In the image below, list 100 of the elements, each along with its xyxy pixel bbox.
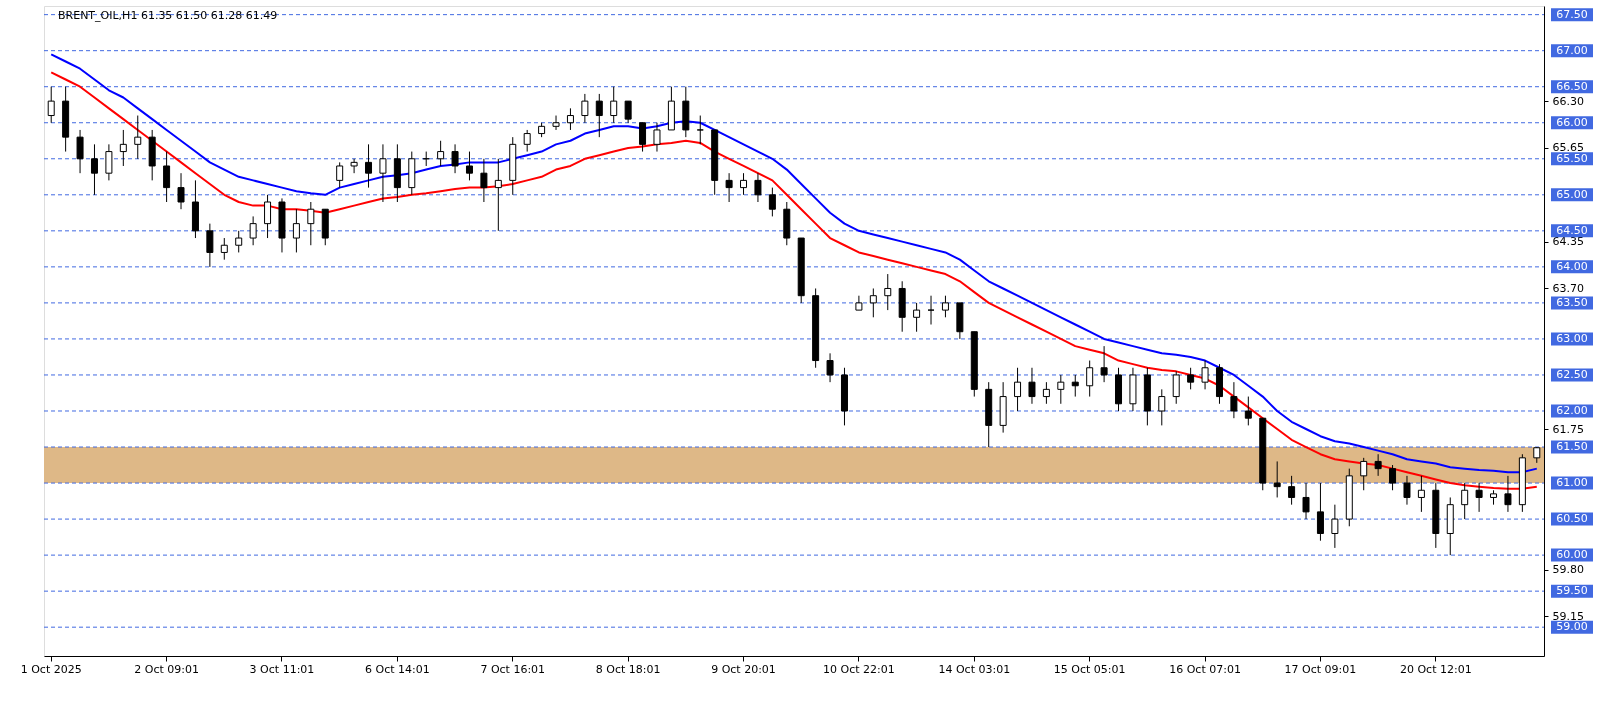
candlestick <box>523 129 531 153</box>
candlestick <box>163 151 171 203</box>
ref-line-label: 60.50 <box>1556 512 1588 526</box>
candlestick <box>1071 374 1079 398</box>
candlestick <box>653 122 661 153</box>
candlestick <box>307 201 315 246</box>
candlestick <box>437 140 445 167</box>
x-tick-label: 3 Oct 11:01 <box>249 662 315 676</box>
x-tick-label: 16 Oct 07:01 <box>1169 662 1241 676</box>
candlestick <box>379 143 387 203</box>
candlestick <box>1302 482 1310 520</box>
candlestick <box>76 129 84 174</box>
candlestick <box>1331 504 1339 549</box>
y-tick-label: 59.15 <box>1552 609 1584 623</box>
candlestick <box>220 237 228 261</box>
ref-line-label: 61.50 <box>1556 440 1588 454</box>
candlestick <box>1042 381 1050 405</box>
candlestick <box>725 172 733 203</box>
candlestick <box>177 172 185 210</box>
candlestick <box>1504 475 1512 513</box>
x-tick-label: 10 Oct 22:01 <box>823 662 895 676</box>
x-tick-label: 17 Oct 09:01 <box>1284 662 1357 676</box>
candlestick <box>1028 367 1036 405</box>
candlestick <box>451 143 459 174</box>
candlestick <box>913 302 921 333</box>
x-tick-label: 14 Oct 03:01 <box>938 662 1011 676</box>
candlestick <box>1158 388 1166 426</box>
y-tick-label: 63.70 <box>1552 281 1584 295</box>
ref-line-label: 60.00 <box>1556 548 1588 562</box>
candlestick <box>105 143 113 181</box>
candlestick <box>884 273 892 311</box>
candlestick <box>1417 475 1425 513</box>
candlestick <box>1475 482 1483 513</box>
candlestick <box>941 295 949 318</box>
candlestick <box>235 230 243 253</box>
candlestick <box>1244 396 1252 426</box>
ref-line-label: 66.50 <box>1556 79 1588 93</box>
candlestick <box>1316 482 1324 542</box>
ref-line-label: 64.50 <box>1556 223 1588 237</box>
x-tick-label: 15 Oct 05:01 <box>1053 662 1126 676</box>
ref-line-label: 59.00 <box>1556 620 1588 634</box>
ref-line-label: 63.50 <box>1556 295 1588 309</box>
candlestick <box>1374 453 1382 477</box>
ref-line-label: 67.50 <box>1556 7 1588 21</box>
candlestick <box>350 158 358 174</box>
candlestick <box>206 223 214 268</box>
candlestick <box>1230 381 1238 419</box>
candlestick <box>1273 460 1281 498</box>
candlestick <box>639 122 647 153</box>
ref-line-label: 66.00 <box>1556 115 1588 129</box>
candlestick <box>1389 464 1397 491</box>
candlestick <box>869 287 877 318</box>
candlestick <box>1201 360 1209 390</box>
candlestick <box>595 93 603 138</box>
ref-line-label: 61.00 <box>1556 476 1588 490</box>
chart-title: BRENT_OIL,H1 61.35 61.50 61.28 61.49 <box>58 9 278 22</box>
candlestick <box>927 295 935 326</box>
x-tick-label: 1 Oct 2025 <box>20 662 82 676</box>
candlestick <box>292 208 300 253</box>
ref-line-label: 65.00 <box>1556 187 1588 201</box>
ref-line-label: 64.00 <box>1556 259 1588 273</box>
candlestick <box>1403 475 1411 506</box>
candlestick <box>1057 374 1065 405</box>
ref-line-label: 67.00 <box>1556 43 1588 57</box>
candlestick <box>1100 345 1108 383</box>
candlestick <box>264 194 272 239</box>
candlestick <box>47 86 55 124</box>
x-tick-label: 9 Oct 20:01 <box>711 662 776 676</box>
y-tick-label: 66.30 <box>1552 94 1584 108</box>
candlestick <box>552 115 560 131</box>
candlestick <box>465 151 473 181</box>
candlestick <box>696 115 704 145</box>
candlestick <box>1172 370 1180 405</box>
candlestick <box>119 129 127 167</box>
x-tick-label: 6 Oct 14:01 <box>365 662 430 676</box>
candlestick <box>624 100 632 124</box>
candlestick <box>365 143 373 189</box>
candlestick <box>740 172 748 196</box>
candlestick <box>566 107 574 131</box>
candlestick <box>1360 457 1368 491</box>
x-tick-label: 2 Oct 09:01 <box>134 662 199 676</box>
candlestick <box>826 352 834 383</box>
candlestick <box>1461 482 1469 520</box>
candlestick <box>134 115 142 160</box>
y-tick-label: 64.35 <box>1552 235 1584 249</box>
ref-line-label: 63.00 <box>1556 331 1588 345</box>
candlestick <box>581 93 589 124</box>
x-tick-label: 8 Oct 18:01 <box>595 662 661 676</box>
candlestick <box>1014 367 1022 412</box>
candlestick <box>1187 367 1195 390</box>
candlestick <box>494 158 502 232</box>
ref-line-label: 62.50 <box>1556 367 1588 381</box>
x-tick-label: 20 Oct 12:01 <box>1399 662 1472 676</box>
candlestick <box>610 86 618 124</box>
ref-line-label: 62.00 <box>1556 403 1588 417</box>
candlestick <box>336 161 344 189</box>
y-tick-label: 59.80 <box>1552 563 1584 577</box>
ref-line-label: 59.50 <box>1556 584 1588 598</box>
candlestick <box>754 172 762 203</box>
candlestick <box>480 158 488 203</box>
